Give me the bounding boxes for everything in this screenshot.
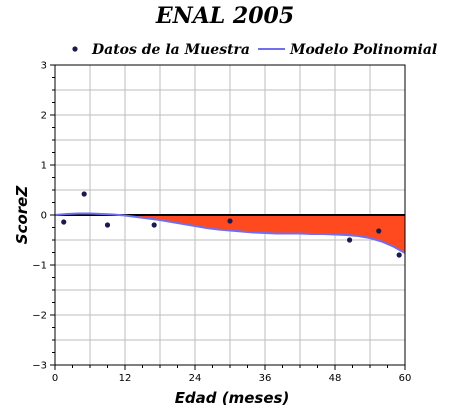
data-point	[227, 218, 233, 224]
x-tick-label: 48	[329, 373, 342, 384]
legend: Datos de la Muestra Modelo Polinomial	[72, 42, 437, 58]
y-tick-label: −2	[32, 311, 47, 322]
x-tick-label: 12	[119, 373, 132, 384]
chart-title: ENAL 2005	[155, 3, 294, 29]
data-point	[104, 222, 111, 228]
y-tick-label: 2	[41, 111, 47, 122]
model-line	[54, 212, 406, 254]
legend-label-points: Datos de la Muestra	[91, 42, 250, 58]
y-tick-label: −3	[32, 361, 47, 372]
y-axis-label: ScoreZ	[13, 185, 31, 245]
data-point	[396, 252, 402, 258]
model-deviation-area	[55, 213, 405, 253]
data-point	[346, 237, 353, 243]
y-tick-label: 1	[41, 161, 47, 172]
legend-marker-points	[72, 46, 78, 52]
x-tick-label: 24	[189, 373, 202, 384]
x-tick-label: 0	[52, 373, 58, 384]
data-point	[61, 219, 67, 225]
x-tick-label: 36	[259, 373, 272, 384]
y-tick-label: −1	[32, 261, 47, 272]
x-axis-label: Edad (meses)	[175, 389, 290, 407]
data-point	[151, 222, 157, 228]
legend-label-line: Modelo Polinomial	[289, 42, 437, 58]
x-tick-label: 60	[399, 373, 412, 384]
y-tick-label: 0	[41, 211, 47, 222]
data-point	[81, 191, 87, 197]
data-point	[376, 228, 382, 234]
y-tick-label: 3	[41, 61, 47, 72]
